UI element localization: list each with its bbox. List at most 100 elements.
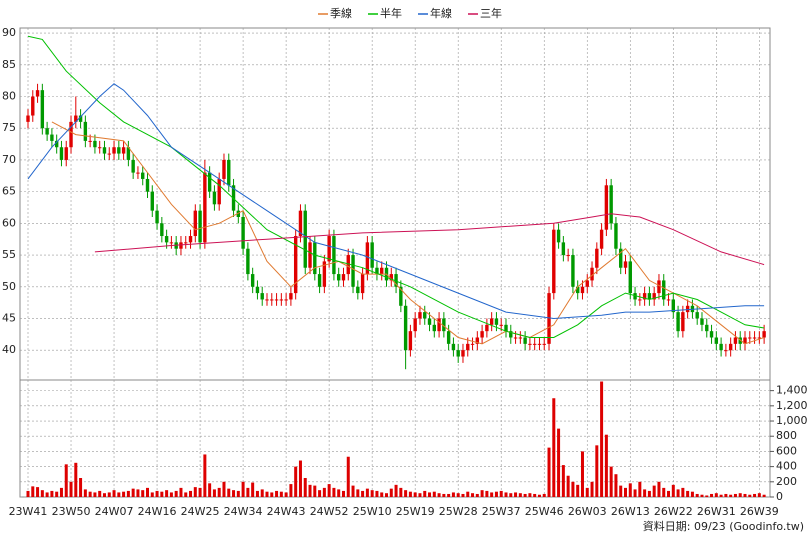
candle-body	[188, 236, 193, 243]
volume-bar	[408, 491, 412, 497]
x-tick-label: 25W19	[396, 505, 435, 518]
y-tick-label: 85	[2, 58, 16, 71]
ma-line	[27, 83, 765, 320]
candle-body	[418, 312, 422, 319]
candle-body	[413, 318, 417, 332]
candle-body	[141, 172, 145, 179]
candle-body	[74, 115, 78, 122]
candle-body	[370, 242, 374, 268]
y2-tick-label: 1,000	[776, 414, 808, 427]
candle-body	[78, 115, 83, 122]
volume-bar	[174, 490, 178, 497]
volume-bar	[762, 494, 766, 497]
volume-bar	[647, 490, 651, 497]
candle-body	[107, 153, 111, 155]
candle-body	[647, 293, 652, 300]
candle-body	[705, 324, 709, 332]
candle-body	[748, 337, 752, 339]
candle-body	[31, 96, 35, 116]
candle-body	[246, 248, 250, 275]
volume-bar	[418, 493, 422, 497]
volume-bar	[303, 478, 307, 497]
volume-bar	[55, 491, 59, 497]
volume-bar	[604, 434, 608, 497]
candle-body	[485, 324, 489, 332]
candle-body	[714, 337, 719, 344]
y-tick-label: 55	[2, 248, 16, 261]
volume-bar	[284, 492, 288, 497]
candle-body	[738, 337, 742, 344]
volume-bar	[552, 398, 556, 497]
volume-bar	[341, 490, 345, 497]
candle-body	[408, 331, 413, 351]
candle-body	[489, 318, 494, 325]
candle-body	[179, 242, 183, 249]
candle-body	[98, 147, 102, 149]
volume-bar	[165, 490, 169, 497]
volume-bar	[585, 487, 589, 497]
candle-body	[317, 274, 322, 287]
candle-body	[308, 242, 312, 268]
volume-bar	[122, 491, 126, 497]
volume-bar	[189, 490, 193, 497]
y-tick-label: 50	[2, 280, 16, 293]
volume-bar	[208, 483, 212, 497]
volume-bar	[327, 484, 331, 497]
volume-bar	[719, 494, 723, 497]
y2-tick-label: 0	[776, 490, 783, 503]
volume-bar	[533, 493, 537, 497]
candle-body	[274, 299, 279, 301]
candle-body	[676, 312, 680, 332]
x-tick-label: 25W28	[439, 505, 478, 518]
volume-bar	[203, 454, 207, 497]
candle-body	[566, 255, 570, 257]
candle-body	[724, 350, 728, 352]
candle-body	[628, 261, 632, 294]
volume-bar	[537, 494, 541, 497]
candle-body	[26, 115, 30, 122]
volume-bar	[88, 491, 92, 497]
volume-bar	[74, 462, 78, 497]
volume-bar	[246, 487, 250, 497]
candle-body	[40, 90, 45, 129]
candle-body	[470, 343, 475, 345]
volume-bar	[432, 491, 436, 497]
volume-bar	[179, 487, 183, 497]
legend-label: 季線	[330, 6, 352, 20]
volume-bar	[227, 488, 231, 497]
x-tick-label: 23W41	[9, 505, 48, 518]
x-tick-label: 26W13	[611, 505, 650, 518]
candle-body	[337, 274, 341, 281]
candle-body	[513, 337, 518, 339]
y-tick-label: 40	[2, 343, 16, 356]
candle-body	[198, 210, 202, 243]
candle-body	[293, 236, 298, 294]
candle-body	[556, 229, 561, 243]
candle-body	[685, 305, 690, 313]
candle-body	[642, 293, 647, 300]
volume-bar	[150, 492, 154, 497]
y-tick-label: 60	[2, 216, 16, 229]
candle-body	[193, 210, 197, 237]
volume-bar	[59, 487, 63, 497]
y2-tick-label: 1,200	[776, 399, 808, 412]
volume-bar	[523, 493, 527, 497]
volume-bar	[141, 490, 145, 497]
volume-bar	[638, 481, 642, 497]
candle-body	[217, 178, 221, 205]
candle-body	[461, 350, 465, 357]
volume-bar	[351, 485, 355, 497]
candle-body	[695, 312, 699, 319]
volume-bar	[466, 491, 470, 497]
volume-bar	[705, 495, 709, 497]
data-date-note: 資料日期: 09/23 (Goodinfo.tw)	[643, 519, 804, 533]
candle-body	[532, 343, 537, 345]
x-tick-label: 26W39	[740, 505, 779, 518]
candle-body	[222, 159, 226, 179]
volume-bar	[31, 486, 35, 497]
candle-body	[54, 140, 59, 148]
volume-bar	[729, 494, 733, 497]
x-tick-label: 24W07	[95, 505, 134, 518]
volume-bar	[193, 487, 197, 497]
candle-body	[93, 140, 97, 148]
